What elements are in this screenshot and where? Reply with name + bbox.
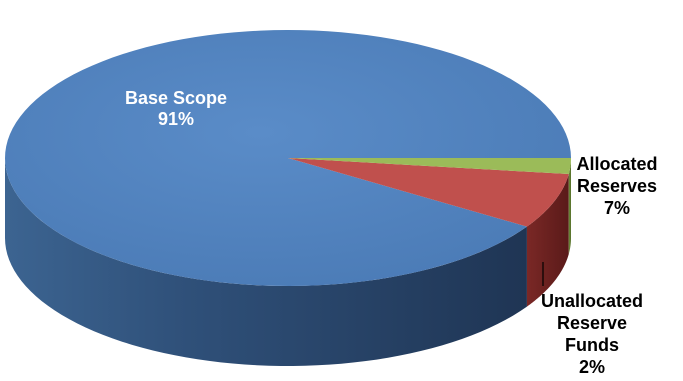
label-unallocated-reserve-funds: Unallocated Reserve Funds 2%: [541, 291, 643, 377]
slice-unallocated-reserve-funds-side: [568, 158, 571, 255]
slice-allocated-reserves-side: [526, 174, 569, 307]
slice-base-scope-side: [5, 158, 527, 366]
label-unallocated-reserve-funds-line: Reserve: [557, 313, 627, 333]
label-unallocated-reserve-funds-line: Unallocated: [541, 291, 643, 311]
label-base-scope: Base Scope 91%: [125, 88, 227, 129]
label-base-scope-line: Base Scope: [125, 88, 227, 108]
label-unallocated-reserve-funds-line: Funds: [565, 335, 619, 355]
label-allocated-reserves-line: 7%: [604, 198, 630, 218]
slice-unallocated-reserve-funds: [288, 158, 571, 175]
label-allocated-reserves-line: Reserves: [577, 176, 657, 196]
label-allocated-reserves-line: Allocated: [576, 154, 657, 174]
label-unallocated-reserve-funds-line: 2%: [579, 357, 605, 377]
label-allocated-reserves: Allocated Reserves 7%: [576, 154, 657, 218]
label-base-scope-line: 91%: [158, 109, 194, 129]
slice-allocated-reserves: [288, 158, 569, 227]
